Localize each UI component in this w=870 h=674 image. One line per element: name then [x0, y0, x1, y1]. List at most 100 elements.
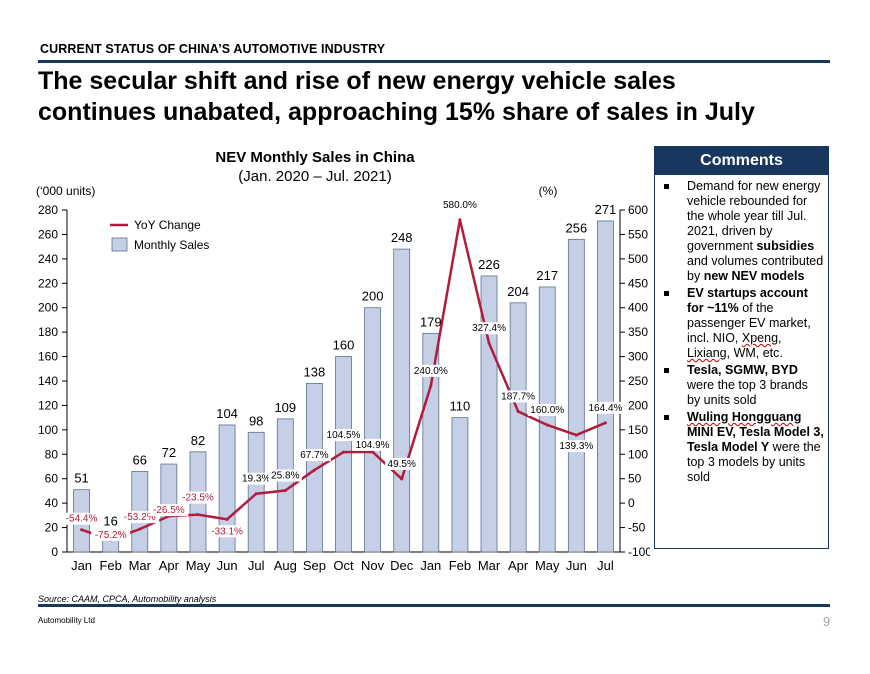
headline-line-2: continues unabated, approaching 15% shar…: [38, 98, 755, 126]
headline: The secular shift and rise of new energy…: [38, 66, 838, 128]
yoy-label: 19.3%: [242, 474, 270, 485]
yoy-label-bg: [527, 403, 567, 416]
sales-bar: [364, 307, 382, 553]
yoy-point: [574, 433, 578, 437]
yoy-label: 327.4%: [472, 323, 506, 334]
yoy-label-bg: [556, 440, 596, 453]
month-label: Jun: [217, 558, 238, 573]
month-label: Apr: [159, 558, 180, 573]
yoy-point: [196, 513, 200, 517]
yoy-label: 187.7%: [501, 391, 535, 402]
legend-yoy-label: YoY Change: [134, 218, 201, 232]
left-tick-label: 240: [38, 252, 58, 266]
left-tick-label: 180: [38, 325, 58, 339]
chart-title: NEV Monthly Sales in China: [215, 149, 415, 166]
month-label: Aug: [274, 558, 297, 573]
right-tick-label: 350: [628, 325, 648, 339]
left-tick-label: 120: [38, 398, 58, 412]
sales-bar: [480, 275, 498, 553]
left-tick-label: 280: [38, 203, 58, 217]
yoy-label-bg: [297, 449, 331, 462]
month-label: Jan: [71, 558, 92, 573]
left-tick-label: 140: [38, 374, 58, 388]
sales-bar: [393, 248, 411, 553]
comment-text: Demand for new energy vehicle rebounded …: [687, 179, 821, 253]
right-tick-label: 200: [628, 398, 648, 412]
month-label: Jun: [566, 558, 587, 573]
left-tick-label: 100: [38, 423, 58, 437]
comment-item: Demand for new energy vehicle rebounded …: [655, 179, 824, 284]
yoy-label: 160.0%: [530, 405, 564, 416]
month-label: May: [186, 558, 211, 573]
yoy-label: -54.4%: [66, 514, 98, 525]
sales-label: 138: [304, 364, 326, 379]
month-label: Jul: [597, 558, 614, 573]
yoy-label-bg: [62, 512, 101, 525]
yoy-label: -53.2%: [124, 512, 156, 523]
sales-label: 226: [478, 257, 500, 272]
legend-sales-label: Monthly Sales: [134, 238, 209, 252]
chart-subtitle: (Jan. 2020 – Jul. 2021): [238, 168, 391, 185]
sales-bar: [218, 424, 236, 553]
right-tick-label: 50: [628, 472, 642, 486]
yoy-label-bg: [324, 429, 363, 442]
yoy-point: [458, 218, 462, 222]
yoy-label-bg: [385, 457, 419, 470]
yoy-label-bg: [178, 491, 218, 504]
yoy-label: 580.0%: [443, 200, 477, 211]
month-label: Nov: [361, 558, 385, 573]
yoy-point: [225, 517, 229, 521]
yoy-point: [545, 423, 549, 427]
comment-text: and volumes contributed by: [687, 254, 824, 283]
yoy-label: 104.5%: [327, 430, 361, 441]
left-tick-label: 20: [45, 521, 59, 535]
yoy-point: [342, 450, 345, 454]
headline-line-1: The secular shift and rise of new energy…: [38, 67, 676, 95]
month-label: Sep: [303, 558, 326, 573]
yoy-label: -26.5%: [153, 505, 185, 516]
sales-bar: [597, 220, 614, 553]
yoy-label-bg: [469, 322, 509, 335]
yoy-label-bg: [498, 390, 538, 403]
yoy-label-bg: [91, 528, 131, 541]
right-tick-label: 250: [628, 374, 648, 388]
sales-bar: [335, 356, 352, 553]
section-title: CURRENT STATUS OF CHINA’S AUTOMOTIVE IND…: [40, 42, 386, 56]
comment-text: Lixiang: [687, 346, 727, 360]
right-tick-label: 550: [628, 227, 648, 241]
month-label: Jul: [248, 558, 265, 573]
right-tick-label: -50: [628, 521, 646, 535]
yoy-label: -23.5%: [182, 493, 214, 504]
yoy-point: [371, 450, 375, 454]
yoy-point: [80, 528, 84, 532]
sales-label: 217: [536, 268, 558, 283]
yoy-label: -75.2%: [95, 530, 127, 541]
comment-text: Wuling Hongguang: [687, 410, 802, 424]
comment-text: Xpeng: [741, 331, 779, 345]
yoy-label: 139.3%: [559, 441, 593, 452]
left-tick-label: 40: [45, 496, 59, 510]
right-tick-label: 400: [628, 301, 648, 315]
month-label: Mar: [129, 558, 152, 573]
top-divider: [38, 60, 830, 63]
sales-label: 66: [133, 452, 147, 467]
yoy-point: [400, 477, 404, 481]
right-tick-label: 100: [628, 447, 648, 461]
comment-text: were the top 3 models by units sold: [687, 440, 821, 484]
sales-bar: [422, 332, 440, 553]
month-label: Dec: [390, 558, 414, 573]
left-tick-label: 80: [45, 447, 59, 461]
sales-label: 110: [450, 399, 471, 414]
right-axis-label: (%): [539, 184, 558, 198]
month-label: Feb: [99, 558, 121, 573]
sales-bar: [305, 383, 323, 553]
comment-text: were the top 3 brands by units sold: [687, 378, 808, 407]
month-label: Feb: [449, 558, 471, 573]
right-tick-label: 0: [628, 496, 635, 510]
sales-label: 248: [391, 230, 413, 245]
yoy-label: 104.9%: [356, 440, 390, 451]
month-label: Oct: [333, 558, 354, 573]
yoy-point: [254, 492, 258, 496]
yoy-label-bg: [239, 472, 273, 485]
yoy-label: -33.1%: [211, 526, 243, 537]
